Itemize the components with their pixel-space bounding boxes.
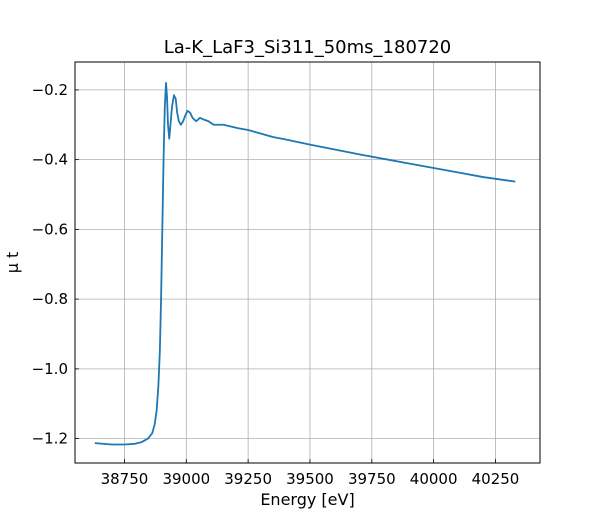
x-tick-label: 39500 xyxy=(286,470,334,488)
mu-t-series-line xyxy=(94,82,516,446)
grid-lines xyxy=(75,62,540,463)
y-tick-label: −0.2 xyxy=(32,81,68,99)
x-tick-label: 39250 xyxy=(224,470,272,488)
y-tick-label: −0.8 xyxy=(32,290,68,308)
y-tick-label: −1.0 xyxy=(32,360,68,378)
x-tick-label: 39000 xyxy=(162,470,210,488)
x-tick-label: 38750 xyxy=(101,470,149,488)
plot-frame xyxy=(74,61,541,464)
x-tick-label: 39750 xyxy=(348,470,396,488)
y-axis-label: μ t xyxy=(3,252,22,274)
data-layer xyxy=(94,82,516,446)
x-axis-label: Energy [eV] xyxy=(260,490,354,509)
y-tick-label: −1.2 xyxy=(32,430,68,448)
x-tick-label: 40000 xyxy=(410,470,458,488)
x-tick-label: 40250 xyxy=(472,470,520,488)
tick-marks xyxy=(75,89,496,463)
y-tick-label: −0.6 xyxy=(32,220,68,238)
y-tick-label: −0.4 xyxy=(32,151,68,169)
chart-title: La-K_LaF3_Si311_50ms_180720 xyxy=(164,37,452,58)
